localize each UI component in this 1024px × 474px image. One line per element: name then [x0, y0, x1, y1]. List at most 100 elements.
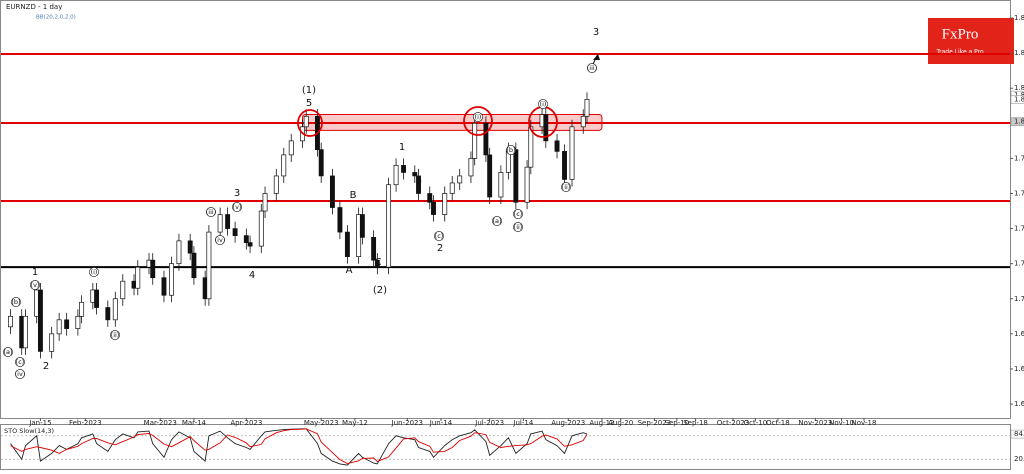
wave-label: A: [346, 265, 353, 276]
wave-label: (c): [16, 358, 25, 366]
candle: [262, 186, 268, 219]
wave-label: (a): [492, 217, 501, 225]
candle: [56, 312, 62, 341]
y-tick-label: 1.72000: [1014, 260, 1024, 268]
chart-title: EURNZD - 1 day: [6, 3, 62, 11]
candle: [393, 158, 399, 192]
logo-tagline: Trade Like a Pro: [935, 49, 984, 56]
wave-circle: [232, 202, 242, 212]
logo-text: FxPro: [942, 26, 979, 42]
candle: [562, 144, 567, 187]
candle-body: [94, 289, 100, 308]
candle: [468, 151, 474, 183]
wave-label: (1): [302, 85, 316, 96]
wave-label: (iv): [15, 370, 26, 378]
x-tick-label: Nov-2023: [798, 419, 832, 427]
candle: [37, 282, 43, 359]
candle: [105, 300, 111, 327]
wave-label: (c): [435, 232, 444, 240]
candle-body: [472, 122, 478, 159]
candle-body: [225, 214, 231, 229]
logo: FxPro Trade Like a Pro: [928, 18, 1014, 64]
candle-body: [258, 210, 264, 247]
candle: [442, 186, 448, 222]
candle: [79, 295, 85, 324]
candle: [457, 168, 463, 190]
candle-body: [37, 289, 43, 352]
candle: [569, 119, 575, 187]
candle-body: [169, 263, 174, 296]
y-tick-label: 1.76000: [1014, 189, 1024, 197]
x-tick-label: Jun-2023: [391, 419, 423, 427]
wave-label: a: [416, 175, 422, 186]
wave-label: (2): [373, 285, 387, 296]
candle-body: [359, 214, 365, 238]
y-tick-label: 1.86000: [1014, 14, 1024, 22]
x-tick-label: Aug-20: [608, 419, 633, 427]
wave-label: 2: [43, 361, 49, 372]
wave-label: 5: [306, 98, 312, 109]
candle-body: [412, 172, 418, 177]
candle-body: [524, 166, 530, 203]
candle: [187, 233, 193, 261]
wave-circle: [561, 182, 571, 192]
wave-label: (ii): [111, 331, 120, 339]
x-tick-label: Jul-2023: [474, 419, 504, 427]
candle-body: [393, 165, 399, 186]
candle: [487, 147, 493, 205]
wave-label: (iv): [215, 236, 226, 244]
y-tick-label: 1.64000: [1014, 400, 1024, 408]
candle: [135, 260, 141, 296]
candle: [225, 207, 231, 236]
candle-body: [243, 235, 249, 243]
y-tick-label: 1.82000: [1014, 84, 1024, 92]
candle-body: [262, 193, 268, 212]
wave-label: (i): [475, 113, 482, 121]
candle-body: [584, 99, 590, 117]
candle: [232, 221, 238, 243]
x-tick-label: Oct-2023: [717, 419, 749, 427]
highlight-circle: [297, 109, 323, 137]
candle: [169, 256, 174, 303]
x-tick-label: May-2023: [304, 419, 339, 427]
indicator-frame: [0, 424, 1011, 470]
candle: [584, 92, 590, 124]
candle: [243, 228, 249, 250]
candle-body: [329, 175, 335, 208]
x-tick-label: Jan-15: [28, 419, 51, 427]
y-tick-label: 1.68000: [1014, 330, 1024, 338]
candle: [273, 168, 279, 201]
candle: [412, 165, 418, 183]
wave-circle: [15, 369, 25, 379]
wave-label: (v): [31, 281, 40, 289]
stochastic-line: [10, 428, 588, 464]
candle: [112, 291, 118, 327]
candle: [8, 309, 13, 334]
x-tick-label: Apr-2023: [230, 419, 262, 427]
candle: [161, 270, 167, 303]
candle: [524, 160, 530, 210]
wave-label: (b): [11, 298, 20, 306]
candle: [206, 225, 212, 306]
x-tick-label: May-12: [342, 419, 368, 427]
y-tick-label: 1.74000: [1014, 225, 1024, 233]
candle-body: [498, 172, 504, 198]
candle-body: [288, 140, 294, 156]
wave-label: 3: [234, 188, 240, 199]
candle: [23, 309, 28, 355]
candle-body: [64, 319, 70, 329]
candle: [49, 326, 55, 359]
wave-label: (a): [3, 348, 12, 356]
wave-label: 4: [249, 270, 255, 281]
wave-circle: [215, 235, 225, 245]
x-tick-label: Sep-2023: [638, 419, 672, 427]
wave-label: (ii): [562, 183, 571, 191]
candle-body: [303, 115, 309, 128]
candle-body: [49, 333, 55, 352]
candle: [543, 107, 549, 148]
candle-body: [79, 301, 85, 317]
candle-body: [56, 319, 62, 335]
candle: [337, 200, 343, 240]
